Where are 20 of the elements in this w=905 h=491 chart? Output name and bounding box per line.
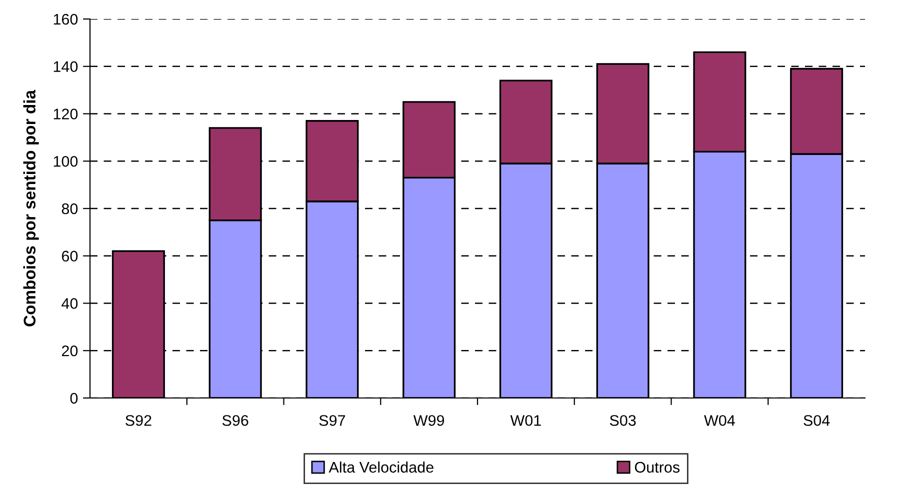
y-tick-label: 140: [54, 61, 78, 72]
y-tick-label: 100: [54, 156, 78, 167]
y-tick-label: 0: [70, 392, 78, 404]
y-axis-title: Comboios por sentido por dia: [23, 90, 39, 326]
x-tick-label: S97: [319, 415, 346, 426]
x-tick-label: S92: [126, 415, 152, 426]
legend-label: Alta Velocidade: [328, 461, 434, 473]
x-tick-label: W04: [704, 415, 735, 426]
y-tick-label: 80: [62, 203, 78, 214]
x-tick-label: S04: [804, 415, 830, 426]
x-tick-label: S96: [222, 415, 248, 426]
x-tick-label: W01: [510, 415, 541, 426]
y-tick-label: 60: [62, 250, 78, 262]
y-tick-label: 160: [54, 14, 78, 25]
legend-label: Outros: [634, 462, 680, 473]
x-tick-label: S03: [610, 415, 636, 426]
y-tick-label: 120: [54, 108, 78, 120]
y-tick-label: 40: [62, 298, 78, 309]
x-tick-label: W99: [413, 415, 444, 426]
y-tick-label: 20: [62, 345, 78, 356]
